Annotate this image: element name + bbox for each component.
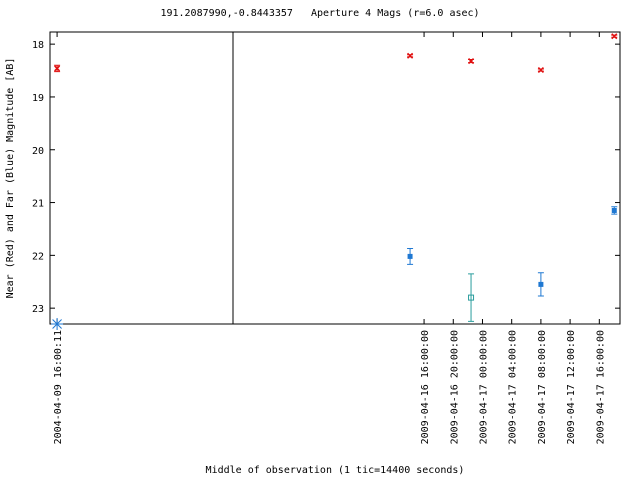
point bbox=[407, 253, 413, 259]
point bbox=[611, 207, 617, 213]
point bbox=[51, 318, 64, 330]
x-tick-label: 2004-04-09 16:00:11 bbox=[53, 330, 64, 444]
point bbox=[468, 294, 475, 301]
x-tick-label: 2009-04-17 00:00:00 bbox=[478, 330, 489, 444]
y-tick-label: 19 bbox=[32, 93, 44, 104]
point bbox=[407, 52, 414, 59]
point bbox=[468, 58, 475, 65]
point bbox=[538, 281, 544, 287]
chart-title: 191.2087990,-0.8443357 Aperture 4 Mags (… bbox=[160, 8, 479, 19]
y-tick-label: 22 bbox=[32, 251, 44, 262]
point bbox=[611, 33, 618, 40]
error-bar bbox=[468, 273, 475, 322]
x-tick-label: 2009-04-16 20:00:00 bbox=[449, 330, 460, 444]
y-axis-label: Near (Red) and Far (Blue) Magnitude [AB] bbox=[5, 58, 16, 299]
point bbox=[54, 65, 61, 72]
y-tick-label: 18 bbox=[32, 40, 44, 51]
y-tick-label: 20 bbox=[32, 146, 44, 157]
plot-frame bbox=[49, 31, 621, 325]
x-tick-label: 2009-04-17 12:00:00 bbox=[566, 330, 577, 444]
y-tick-label: 23 bbox=[32, 304, 44, 315]
x-tick-label: 2009-04-16 16:00:00 bbox=[420, 330, 431, 444]
x-tick-label: 2009-04-17 04:00:00 bbox=[508, 330, 519, 444]
x-tick-label: 2009-04-17 08:00:00 bbox=[537, 330, 548, 444]
point bbox=[537, 66, 544, 74]
x-axis-label: Middle of observation (1 tic=14400 secon… bbox=[206, 465, 465, 476]
y-tick-label: 21 bbox=[32, 199, 44, 210]
x-tick-label: 2009-04-17 16:00:00 bbox=[595, 330, 606, 444]
